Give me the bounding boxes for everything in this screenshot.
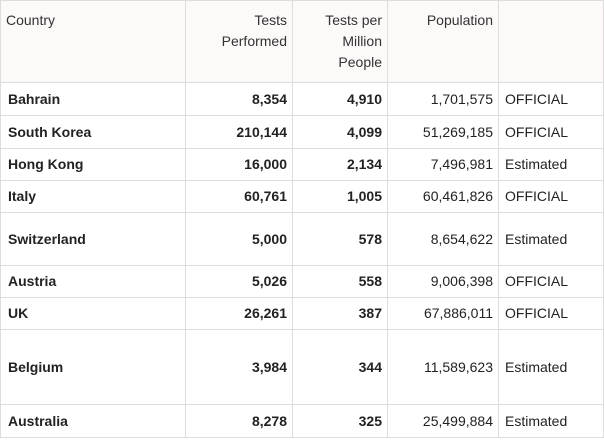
population-cell: 1,701,575 xyxy=(387,82,499,116)
status-cell: Estimated xyxy=(498,212,604,266)
country-cell: Austria xyxy=(0,265,186,298)
table-row: Austria 5,026 558 9,006,398 OFFICIAL xyxy=(0,265,604,298)
country-cell: South Korea xyxy=(0,115,186,149)
testing-data-table: Country Tests Performed Tests per Millio… xyxy=(0,0,604,438)
status-cell: Estimated xyxy=(498,404,604,438)
tests-performed-cell: 210,144 xyxy=(185,115,293,149)
table-row: Australia 8,278 325 25,499,884 Estimated xyxy=(0,404,604,438)
country-cell: UK xyxy=(0,297,186,330)
tests-per-million-cell: 558 xyxy=(292,265,388,298)
country-cell: Hong Kong xyxy=(0,148,186,181)
country-cell: Bahrain xyxy=(0,82,186,116)
table-row: Bahrain 8,354 4,910 1,701,575 OFFICIAL xyxy=(0,82,604,116)
population-cell: 8,654,622 xyxy=(387,212,499,266)
header-country: Country xyxy=(0,0,186,83)
tests-performed-cell: 26,261 xyxy=(185,297,293,330)
population-cell: 67,886,011 xyxy=(387,297,499,330)
table-row: South Korea 210,144 4,099 51,269,185 OFF… xyxy=(0,115,604,149)
tests-per-million-cell: 4,910 xyxy=(292,82,388,116)
status-cell: OFFICIAL xyxy=(498,82,604,116)
tests-per-million-cell: 2,134 xyxy=(292,148,388,181)
table-row: Switzerland 5,000 578 8,654,622 Estimate… xyxy=(0,212,604,266)
tests-per-million-cell: 387 xyxy=(292,297,388,330)
header-tests-per-million: Tests per Million People xyxy=(292,0,388,83)
status-cell: Estimated xyxy=(498,148,604,181)
country-cell: Italy xyxy=(0,180,186,213)
tests-per-million-cell: 1,005 xyxy=(292,180,388,213)
header-tests-performed: Tests Performed xyxy=(185,0,293,83)
table-header-row: Country Tests Performed Tests per Millio… xyxy=(0,0,604,83)
status-cell: Estimated xyxy=(498,329,604,405)
country-cell: Belgium xyxy=(0,329,186,405)
tests-per-million-cell: 344 xyxy=(292,329,388,405)
status-cell: OFFICIAL xyxy=(498,297,604,330)
tests-per-million-cell: 4,099 xyxy=(292,115,388,149)
table-row: Belgium 3,984 344 11,589,623 Estimated xyxy=(0,329,604,405)
population-cell: 9,006,398 xyxy=(387,265,499,298)
country-cell: Australia xyxy=(0,404,186,438)
population-cell: 51,269,185 xyxy=(387,115,499,149)
tests-performed-cell: 60,761 xyxy=(185,180,293,213)
table-row: Hong Kong 16,000 2,134 7,496,981 Estimat… xyxy=(0,148,604,181)
tests-performed-cell: 5,026 xyxy=(185,265,293,298)
header-population: Population xyxy=(387,0,499,83)
population-cell: 25,499,884 xyxy=(387,404,499,438)
status-cell: OFFICIAL xyxy=(498,265,604,298)
status-cell: OFFICIAL xyxy=(498,180,604,213)
header-status xyxy=(498,0,604,83)
status-cell: OFFICIAL xyxy=(498,115,604,149)
tests-performed-cell: 3,984 xyxy=(185,329,293,405)
population-cell: 11,589,623 xyxy=(387,329,499,405)
table-row: Italy 60,761 1,005 60,461,826 OFFICIAL xyxy=(0,180,604,213)
tests-performed-cell: 8,278 xyxy=(185,404,293,438)
tests-performed-cell: 16,000 xyxy=(185,148,293,181)
population-cell: 60,461,826 xyxy=(387,180,499,213)
population-cell: 7,496,981 xyxy=(387,148,499,181)
tests-per-million-cell: 325 xyxy=(292,404,388,438)
table-row: UK 26,261 387 67,886,011 OFFICIAL xyxy=(0,297,604,330)
tests-performed-cell: 8,354 xyxy=(185,82,293,116)
tests-performed-cell: 5,000 xyxy=(185,212,293,266)
tests-per-million-cell: 578 xyxy=(292,212,388,266)
country-cell: Switzerland xyxy=(0,212,186,266)
